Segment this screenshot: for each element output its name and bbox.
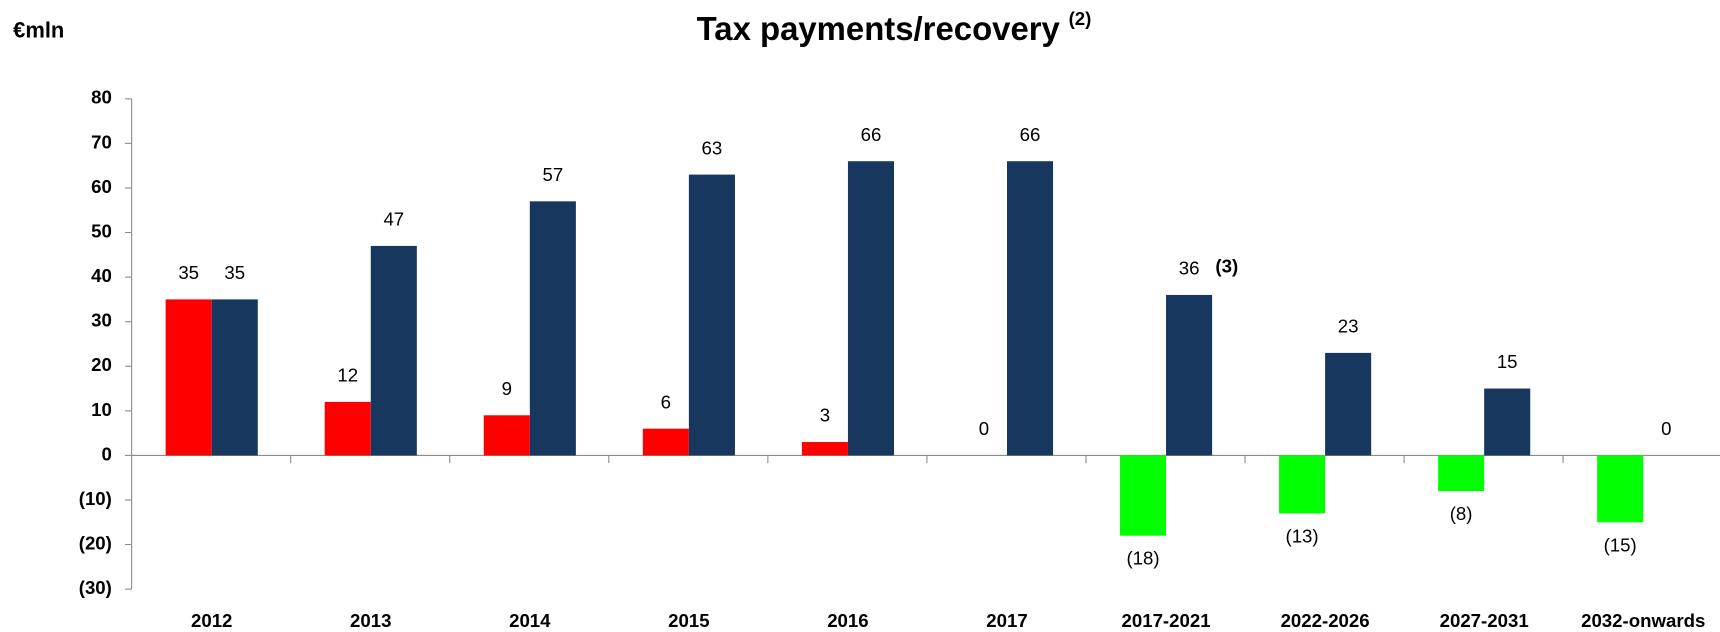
- bar: [1597, 455, 1644, 523]
- y-tick-label: 10: [91, 399, 112, 420]
- annotation: (3): [1215, 255, 1238, 276]
- bar: [1006, 161, 1054, 456]
- value-label: (18): [1126, 548, 1159, 569]
- value-label: 3: [820, 405, 830, 426]
- x-tick-label: 2013: [350, 610, 391, 631]
- value-label: 23: [1338, 316, 1359, 337]
- bar: [801, 442, 848, 456]
- value-label: (15): [1604, 534, 1637, 555]
- bar: [847, 161, 895, 456]
- bar: [483, 415, 530, 456]
- value-label: 35: [178, 262, 199, 283]
- x-tick-label: 2016: [827, 610, 868, 631]
- y-tick-label: (30): [79, 577, 112, 598]
- y-tick-label: 80: [91, 87, 112, 108]
- value-label: 63: [702, 137, 723, 158]
- value-label: 36: [1179, 258, 1200, 279]
- x-tick-label: 2017-2021: [1122, 610, 1211, 631]
- bar: [642, 428, 689, 456]
- y-tick-label: (20): [79, 532, 112, 553]
- bar: [165, 299, 212, 456]
- bar: [1119, 455, 1167, 536]
- value-label: 0: [979, 418, 989, 439]
- x-tick-label: 2014: [509, 610, 551, 631]
- value-label: (13): [1286, 525, 1319, 546]
- y-tick-label: 30: [91, 310, 112, 331]
- x-tick-label: 2032-onwards: [1581, 610, 1705, 631]
- chart-title: Tax payments/recovery (2): [697, 8, 1092, 47]
- value-label: (8): [1450, 503, 1473, 524]
- title-superscript: (2): [1069, 8, 1092, 29]
- bar: [211, 299, 258, 456]
- x-tick-label: 2012: [191, 610, 232, 631]
- y-tick-label: (10): [79, 488, 112, 509]
- y-tick-label: 70: [91, 131, 112, 152]
- bar: [1279, 455, 1326, 514]
- value-label: 9: [502, 378, 512, 399]
- x-tick-label: 2017: [986, 610, 1027, 631]
- value-label: 0: [1661, 418, 1671, 439]
- bar: [324, 401, 371, 456]
- value-label: 66: [1020, 124, 1041, 145]
- y-tick-label: 40: [91, 265, 112, 286]
- value-label: 12: [337, 365, 358, 386]
- value-label: 35: [224, 262, 245, 283]
- y-unit-label: €mln: [13, 18, 64, 43]
- x-tick-label: 2027-2031: [1440, 610, 1529, 631]
- x-tick-label: 2022-2026: [1281, 610, 1370, 631]
- value-label: 47: [383, 209, 404, 230]
- title-text: Tax payments/recovery: [697, 9, 1061, 46]
- y-tick-label: 60: [91, 176, 112, 197]
- bar: [370, 245, 417, 456]
- y-tick-label: 50: [91, 220, 112, 241]
- bar: [1166, 294, 1213, 456]
- value-label: 66: [861, 124, 882, 145]
- bar: [688, 174, 735, 456]
- value-label: 57: [542, 164, 563, 185]
- y-tick-label: 0: [102, 443, 112, 464]
- bar: [1438, 455, 1485, 492]
- bar: [529, 201, 576, 456]
- value-label: 6: [661, 391, 671, 412]
- y-tick-label: 20: [91, 354, 112, 375]
- x-tick-label: 2015: [668, 610, 709, 631]
- value-label: 15: [1497, 351, 1518, 372]
- bar: [1325, 352, 1372, 456]
- bar: [1484, 388, 1531, 456]
